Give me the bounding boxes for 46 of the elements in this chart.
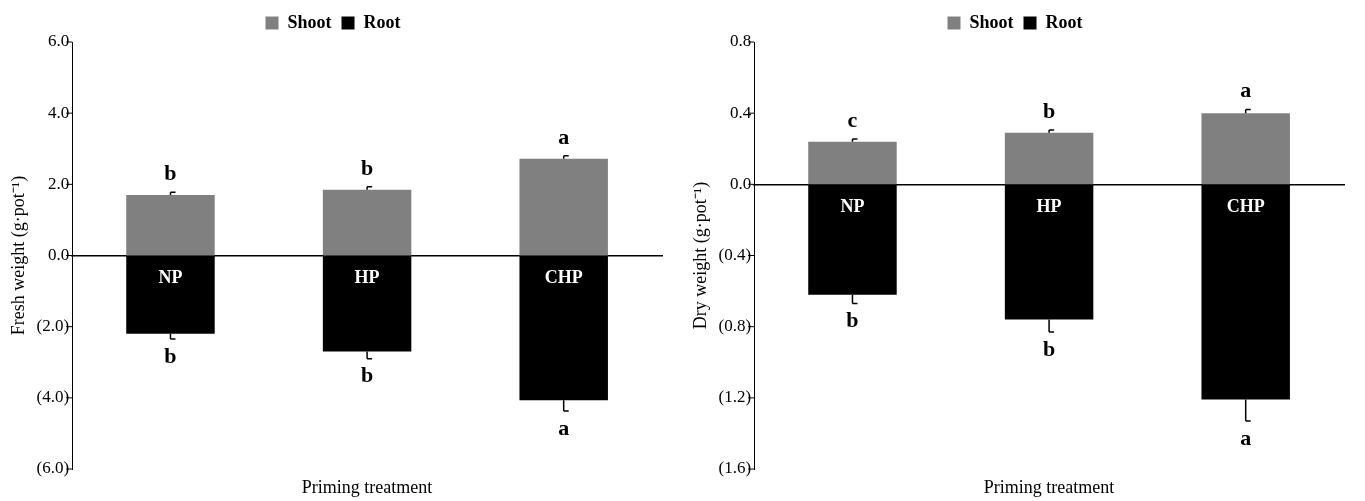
- data-label: b: [1042, 335, 1056, 361]
- data-label: b: [164, 342, 177, 368]
- x-axis-title: Priming treatment: [301, 476, 433, 497]
- bar: [519, 158, 608, 256]
- bar: [1201, 113, 1290, 185]
- y-tick-label: 0.8: [729, 31, 752, 51]
- data-label: b: [846, 307, 859, 333]
- category-label: NP: [158, 267, 183, 288]
- x-axis-title: Priming treatment: [983, 476, 1115, 497]
- y-tick-label: 6.0: [47, 31, 70, 51]
- data-label: b: [360, 154, 374, 180]
- data-label: a: [1240, 77, 1252, 103]
- data-label: b: [360, 362, 374, 388]
- data-label: c: [847, 106, 858, 132]
- legend-label: Shoot: [287, 11, 332, 32]
- y-tick-label: (1.6): [718, 458, 752, 478]
- bar: [1004, 132, 1094, 185]
- data-label: a: [558, 414, 570, 440]
- y-tick-label: (0.8): [718, 316, 752, 336]
- legend-label: Root: [1045, 11, 1083, 32]
- y-tick-label: (2.0): [36, 316, 70, 336]
- category-label: HP: [1036, 195, 1062, 216]
- y-tick-label: (4.0): [36, 387, 70, 407]
- bar: [808, 141, 897, 185]
- y-tick-label: 0.0: [47, 244, 70, 264]
- data-label: b: [1042, 97, 1056, 123]
- bar: [126, 195, 215, 256]
- data-label: a: [1240, 424, 1252, 450]
- y-tick-label: 2.0: [47, 173, 70, 193]
- y-axis-title: Dry weight (g·pot⁻¹): [689, 181, 711, 330]
- y-tick-label: (6.0): [36, 458, 70, 478]
- y-tick-label: 0.0: [729, 173, 752, 193]
- category-label: CHP: [1226, 195, 1265, 216]
- y-tick-label: (0.4): [718, 244, 752, 264]
- y-tick-label: 0.4: [729, 102, 752, 122]
- data-label: b: [164, 159, 177, 185]
- y-axis-title: Fresh weight (g·pot⁻¹): [7, 175, 29, 336]
- data-label: a: [558, 123, 570, 149]
- legend-label: Shoot: [969, 11, 1014, 32]
- y-tick-label: (1.2): [718, 387, 752, 407]
- y-tick-label: 4.0: [47, 102, 70, 122]
- bar: [322, 189, 412, 256]
- category-label: CHP: [544, 267, 583, 288]
- category-label: NP: [840, 195, 865, 216]
- category-label: HP: [354, 267, 380, 288]
- legend-label: Root: [363, 11, 401, 32]
